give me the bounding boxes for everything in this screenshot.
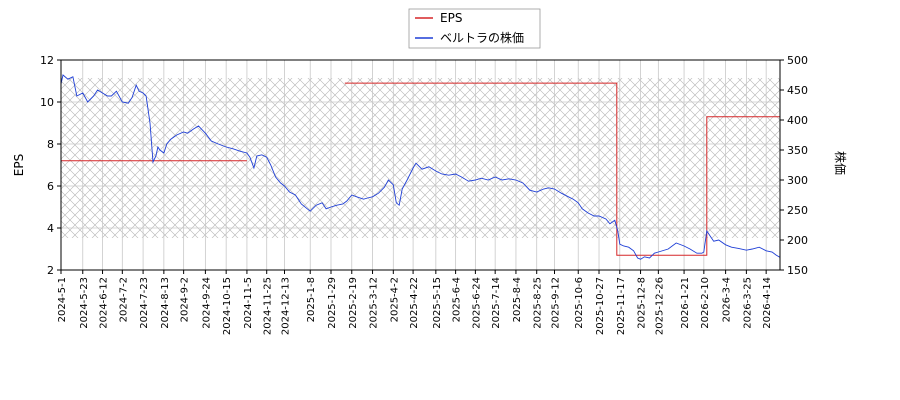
x-tick-label: 2024-10-15 xyxy=(222,277,233,335)
x-tick-label: 2024-5-1 xyxy=(57,277,68,322)
left-tick-label: 6 xyxy=(47,180,54,193)
x-tick-label: 2024-9-24 xyxy=(201,277,212,329)
series-line-eps xyxy=(344,82,780,256)
x-tick-label: 2025-1-8 xyxy=(306,277,317,322)
hatched-band xyxy=(61,78,780,238)
x-tick-label: 2025-12-8 xyxy=(637,277,648,329)
legend-box xyxy=(408,8,541,49)
x-tick-label: 2025-11-17 xyxy=(616,277,627,335)
x-tick-label: 2024-11-25 xyxy=(263,277,274,335)
x-axis: 2024-5-1 2024-5-23 2024-6-12 2024-7-2 2024-7… xyxy=(57,270,773,335)
x-tick-label: 2024-5-23 xyxy=(79,277,90,329)
right-tick-label: 450 xyxy=(787,84,808,97)
x-tick-label: 2025-6-4 xyxy=(452,277,463,322)
x-tick-label: 2025-3-12 xyxy=(369,277,380,329)
x-tick-label: 2024-7-2 xyxy=(118,277,129,322)
x-tick-label: 2025-9-12 xyxy=(551,277,562,329)
x-tick-label: 2025-1-29 xyxy=(327,277,338,329)
x-tick-label: 2025-10-27 xyxy=(595,277,606,335)
right-tick-label: 300 xyxy=(787,174,808,187)
x-tick-label: 2026-3-25 xyxy=(742,277,753,329)
x-tick-label: 2026-3-4 xyxy=(722,277,733,322)
x-tick-label: 2024-12-13 xyxy=(281,277,292,335)
left-tick-label: 4 xyxy=(47,222,54,235)
right-axis-label: 株価 xyxy=(833,151,848,175)
right-tick-label: 350 xyxy=(787,144,808,157)
legend-label: EPS xyxy=(440,11,462,25)
x-tick-label: 2025-7-14 xyxy=(491,277,502,329)
x-tick-label: 2025-12-26 xyxy=(654,277,665,335)
left-tick-label: 12 xyxy=(40,54,54,67)
x-tick-label: 2025-6-24 xyxy=(471,277,482,329)
left-tick-label: 10 xyxy=(40,96,54,109)
left-axis: 2 4 6 8 10 12 xyxy=(40,54,61,277)
right-tick-label: 500 xyxy=(787,54,808,67)
x-tick-label: 2024-7-23 xyxy=(139,277,150,329)
right-tick-label: 200 xyxy=(787,234,808,247)
right-tick-label: 150 xyxy=(787,264,808,277)
x-tick-label: 2025-4-22 xyxy=(409,277,420,329)
x-tick-label: 2026-1-21 xyxy=(680,277,691,329)
x-tick-label: 2024-11-5 xyxy=(243,277,254,329)
x-tick-label: 2025-8-25 xyxy=(533,277,544,329)
series-line-stock-price xyxy=(60,74,781,260)
x-tick-label: 2025-5-15 xyxy=(432,277,443,329)
plot-background xyxy=(61,60,780,270)
x-tick-label: 2026-2-10 xyxy=(700,277,711,329)
x-tick-label: 2025-2-19 xyxy=(348,277,359,329)
right-tick-label: 250 xyxy=(787,204,808,217)
x-tick-label: 2024-6-12 xyxy=(99,277,110,329)
right-axis: 150 200 250 300 350 400 450 500 xyxy=(780,54,808,277)
x-tick-label: 2026-4-14 xyxy=(762,277,773,329)
left-tick-label: 8 xyxy=(47,138,54,151)
right-tick-label: 400 xyxy=(787,114,808,127)
series-layer xyxy=(60,74,781,260)
x-tick-label: 2025-8-4 xyxy=(512,277,523,322)
left-axis-label: EPS xyxy=(12,154,26,176)
legend: EPS ベルトラの株価 xyxy=(408,8,541,49)
legend-label: ベルトラの株価 xyxy=(440,30,524,45)
plot-frame xyxy=(60,59,781,271)
x-tick-label: 2024-9-2 xyxy=(180,277,191,322)
x-tick-label: 2025-4-2 xyxy=(389,277,400,322)
x-tick-label: 2025-10-6 xyxy=(574,277,585,329)
x-tick-label: 2024-8-13 xyxy=(160,277,171,329)
left-tick-label: 2 xyxy=(47,264,54,277)
